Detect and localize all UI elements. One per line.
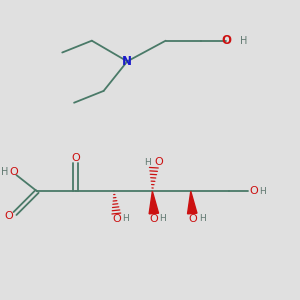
- Text: O: O: [71, 153, 80, 163]
- Text: O: O: [4, 212, 13, 221]
- Text: H: H: [259, 187, 266, 196]
- Text: H: H: [144, 158, 150, 167]
- Text: O: O: [149, 214, 158, 224]
- Text: O: O: [154, 158, 163, 167]
- Text: N: N: [122, 55, 132, 68]
- Text: H: H: [240, 36, 247, 46]
- Text: O: O: [221, 34, 231, 47]
- Text: H: H: [159, 214, 166, 223]
- Text: O: O: [249, 186, 258, 197]
- Text: H: H: [122, 214, 129, 223]
- Polygon shape: [149, 191, 159, 214]
- Text: O: O: [9, 167, 18, 177]
- Text: H: H: [199, 214, 206, 223]
- Text: O: O: [188, 214, 197, 224]
- Text: H: H: [1, 167, 8, 177]
- Polygon shape: [188, 191, 197, 214]
- Text: O: O: [112, 214, 121, 224]
